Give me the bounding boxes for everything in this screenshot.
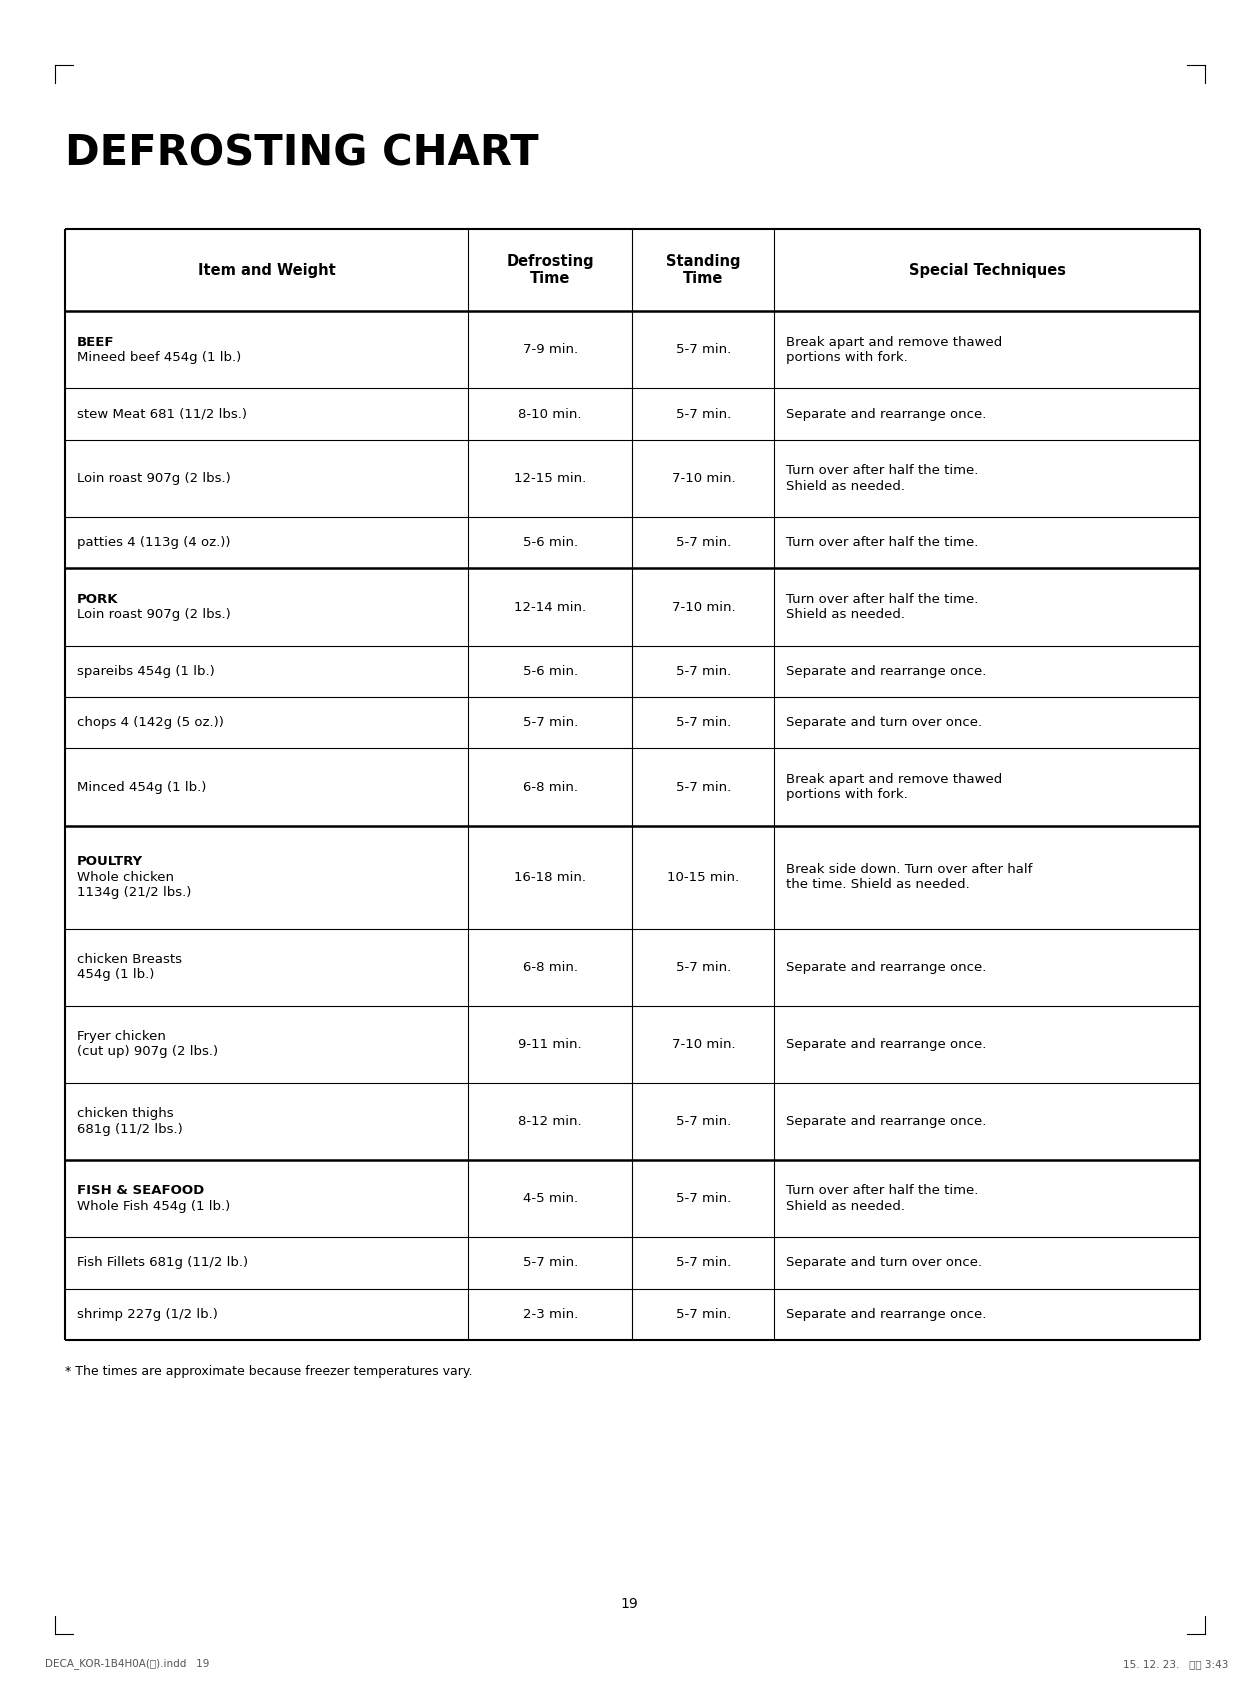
Text: Turn over after half the time.: Turn over after half the time. [786,535,979,549]
Text: Break apart and remove thawed: Break apart and remove thawed [786,336,1003,348]
Text: 5-7 min.: 5-7 min. [676,961,731,973]
Text: Shield as needed.: Shield as needed. [786,480,906,493]
Text: Separate and turn over once.: Separate and turn over once. [786,1257,982,1270]
Text: 2-3 min.: 2-3 min. [522,1307,577,1321]
Text: Fryer chicken: Fryer chicken [77,1030,166,1044]
Text: Shield as needed.: Shield as needed. [786,1199,906,1213]
Text: Separate and rearrange once.: Separate and rearrange once. [786,1037,986,1051]
Text: 6-8 min.: 6-8 min. [523,961,577,973]
Text: 6-8 min.: 6-8 min. [523,780,577,794]
Text: shrimp 227g (1/2 lb.): shrimp 227g (1/2 lb.) [77,1307,218,1321]
Text: Turn over after half the time.: Turn over after half the time. [786,593,979,606]
Text: 5-7 min.: 5-7 min. [676,665,731,677]
Text: Loin roast 907g (2 lbs.): Loin roast 907g (2 lbs.) [77,471,230,485]
Text: Standing
Time: Standing Time [667,253,741,287]
Text: (cut up) 907g (2 lbs.): (cut up) 907g (2 lbs.) [77,1045,218,1059]
Text: 5-7 min.: 5-7 min. [676,716,731,730]
Text: patties 4 (113g (4 oz.)): patties 4 (113g (4 oz.)) [77,535,230,549]
Text: Separate and rearrange once.: Separate and rearrange once. [786,407,986,421]
Text: 16-18 min.: 16-18 min. [515,870,586,883]
Text: portions with fork.: portions with fork. [786,789,908,801]
Text: Separate and turn over once.: Separate and turn over once. [786,716,982,730]
Text: 19: 19 [620,1598,638,1611]
Text: 5-7 min.: 5-7 min. [676,407,731,421]
Text: 5-7 min.: 5-7 min. [522,716,577,730]
Text: FISH & SEAFOOD: FISH & SEAFOOD [77,1184,204,1198]
Text: stew Meat 681 (11/2 lbs.): stew Meat 681 (11/2 lbs.) [77,407,247,421]
Text: Turn over after half the time.: Turn over after half the time. [786,1184,979,1198]
Text: 12-14 min.: 12-14 min. [515,601,586,613]
Text: 15. 12. 23.   오후 3:43: 15. 12. 23. 오후 3:43 [1122,1659,1228,1669]
Text: the time. Shield as needed.: the time. Shield as needed. [786,878,970,892]
Text: Whole chicken: Whole chicken [77,870,174,883]
Text: 5-7 min.: 5-7 min. [676,1257,731,1270]
Text: 5-7 min.: 5-7 min. [522,1257,577,1270]
Text: 7-10 min.: 7-10 min. [672,601,735,613]
Text: Separate and rearrange once.: Separate and rearrange once. [786,1115,986,1128]
Text: chops 4 (142g (5 oz.)): chops 4 (142g (5 oz.)) [77,716,224,730]
Text: Loin roast 907g (2 lbs.): Loin roast 907g (2 lbs.) [77,608,230,622]
Text: chicken Breasts: chicken Breasts [77,953,182,966]
Text: 5-6 min.: 5-6 min. [522,665,577,677]
Text: 5-7 min.: 5-7 min. [676,780,731,794]
Text: Separate and rearrange once.: Separate and rearrange once. [786,1307,986,1321]
Text: Item and Weight: Item and Weight [198,263,336,277]
Text: 8-10 min.: 8-10 min. [518,407,582,421]
Text: 9-11 min.: 9-11 min. [518,1037,582,1051]
Text: 5-7 min.: 5-7 min. [676,535,731,549]
Text: 4-5 min.: 4-5 min. [522,1192,577,1204]
Text: Break side down. Turn over after half: Break side down. Turn over after half [786,863,1033,877]
Text: Special Techniques: Special Techniques [908,263,1066,277]
Text: spareibs 454g (1 lb.): spareibs 454g (1 lb.) [77,665,215,677]
Text: Mineed beef 454g (1 lb.): Mineed beef 454g (1 lb.) [77,351,242,365]
Text: portions with fork.: portions with fork. [786,351,908,365]
Text: Shield as needed.: Shield as needed. [786,608,906,622]
Text: Whole Fish 454g (1 lb.): Whole Fish 454g (1 lb.) [77,1199,230,1213]
Text: BEEF: BEEF [77,336,114,348]
Text: 5-7 min.: 5-7 min. [676,1307,731,1321]
Text: chicken thighs: chicken thighs [77,1108,174,1120]
Text: * The times are approximate because freezer temperatures vary.: * The times are approximate because free… [65,1365,473,1378]
Text: PORK: PORK [77,593,118,606]
Text: 8-12 min.: 8-12 min. [518,1115,582,1128]
Text: 7-9 min.: 7-9 min. [522,343,577,356]
Text: POULTRY: POULTRY [77,855,143,868]
Text: DECA_KOR-1B4H0A(영).indd   19: DECA_KOR-1B4H0A(영).indd 19 [45,1659,209,1669]
Text: Fish Fillets 681g (11/2 lb.): Fish Fillets 681g (11/2 lb.) [77,1257,248,1270]
Text: Break apart and remove thawed: Break apart and remove thawed [786,774,1003,785]
Text: Turn over after half the time.: Turn over after half the time. [786,464,979,478]
Text: 5-7 min.: 5-7 min. [676,1115,731,1128]
Text: 1134g (21/2 lbs.): 1134g (21/2 lbs.) [77,887,191,899]
Text: 12-15 min.: 12-15 min. [515,471,586,485]
Text: 454g (1 lb.): 454g (1 lb.) [77,968,155,981]
Text: 5-7 min.: 5-7 min. [676,1192,731,1204]
Text: 681g (11/2 lbs.): 681g (11/2 lbs.) [77,1123,182,1135]
Text: 10-15 min.: 10-15 min. [668,870,740,883]
Text: 7-10 min.: 7-10 min. [672,1037,735,1051]
Text: Defrosting
Time: Defrosting Time [507,253,594,287]
Text: 7-10 min.: 7-10 min. [672,471,735,485]
Text: Minced 454g (1 lb.): Minced 454g (1 lb.) [77,780,206,794]
Text: 5-6 min.: 5-6 min. [522,535,577,549]
Text: DEFROSTING CHART: DEFROSTING CHART [65,133,538,176]
Text: 5-7 min.: 5-7 min. [676,343,731,356]
Text: Separate and rearrange once.: Separate and rearrange once. [786,665,986,677]
Text: Separate and rearrange once.: Separate and rearrange once. [786,961,986,973]
